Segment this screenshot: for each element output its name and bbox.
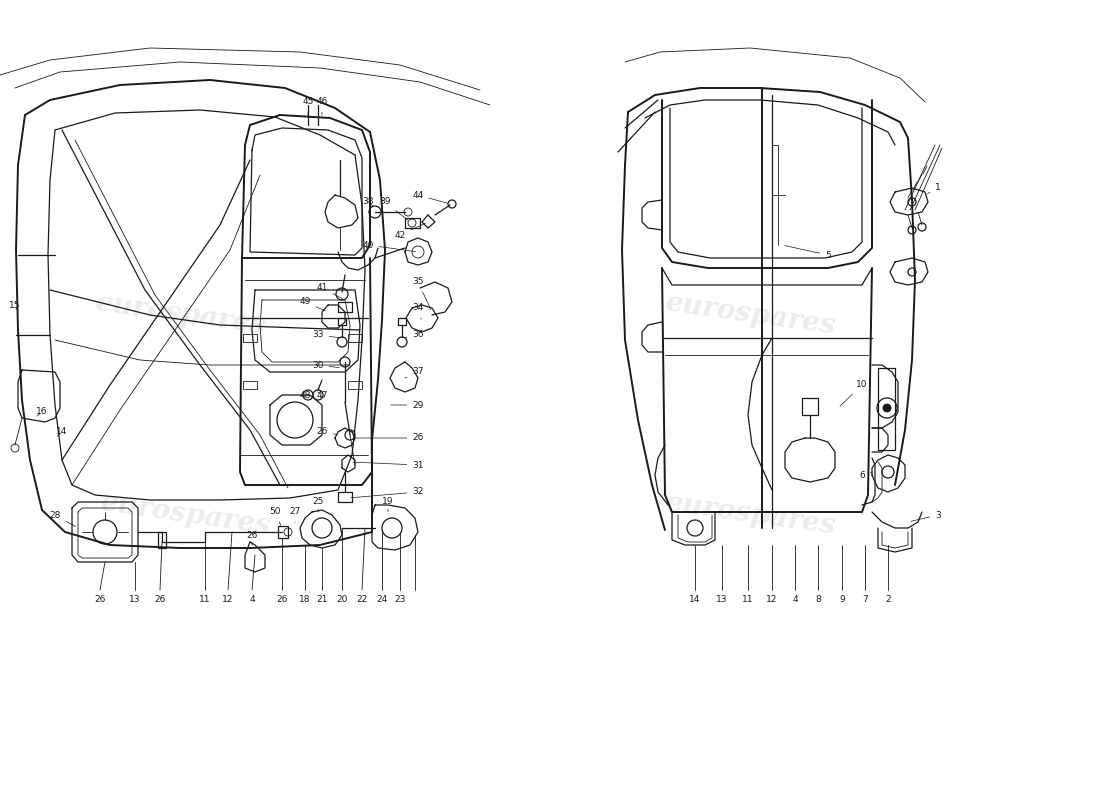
Text: 16: 16 — [36, 407, 47, 417]
Text: 44: 44 — [412, 190, 448, 203]
Text: 2: 2 — [886, 595, 891, 605]
Text: 33: 33 — [312, 330, 339, 339]
Text: eurospares: eurospares — [663, 490, 837, 540]
Text: 31: 31 — [353, 461, 424, 470]
Text: 45: 45 — [302, 98, 313, 115]
Text: 13: 13 — [716, 595, 728, 605]
Text: 35: 35 — [412, 278, 431, 310]
Text: 10: 10 — [840, 381, 868, 406]
Text: 27: 27 — [289, 507, 300, 522]
Text: 7: 7 — [862, 595, 868, 605]
Text: 18: 18 — [299, 595, 310, 605]
Text: 38: 38 — [362, 198, 374, 206]
Text: 4: 4 — [792, 595, 798, 605]
Text: 28: 28 — [50, 510, 76, 526]
Text: 12: 12 — [222, 595, 233, 605]
Text: 26: 26 — [154, 595, 166, 605]
Text: 26: 26 — [317, 427, 338, 437]
Text: 36: 36 — [405, 330, 424, 339]
Text: 12: 12 — [767, 595, 778, 605]
Text: 6: 6 — [859, 470, 872, 479]
Text: 15: 15 — [9, 301, 21, 310]
Text: 11: 11 — [199, 595, 211, 605]
Text: 20: 20 — [337, 595, 348, 605]
Text: 11: 11 — [742, 595, 754, 605]
Circle shape — [883, 404, 891, 412]
Text: eurospares: eurospares — [663, 290, 837, 340]
Text: 22: 22 — [356, 595, 367, 605]
Text: 29: 29 — [390, 401, 424, 410]
Text: 14: 14 — [56, 427, 68, 437]
Text: eurospares: eurospares — [94, 290, 267, 340]
Bar — [348, 381, 362, 389]
Text: 39: 39 — [379, 198, 408, 220]
Text: 1: 1 — [927, 183, 940, 194]
Text: 50: 50 — [270, 507, 280, 526]
Text: 49: 49 — [299, 298, 326, 311]
Text: 23: 23 — [394, 595, 406, 605]
Text: 4: 4 — [250, 595, 255, 605]
Text: 40: 40 — [362, 241, 415, 252]
Bar — [278, 526, 288, 538]
Text: 8: 8 — [815, 595, 821, 605]
Text: 37: 37 — [405, 367, 424, 378]
Text: 3: 3 — [911, 510, 940, 522]
Text: 30: 30 — [312, 361, 339, 370]
Text: 26: 26 — [246, 530, 257, 545]
Text: 47: 47 — [317, 390, 328, 399]
Bar — [243, 334, 257, 342]
Text: 19: 19 — [383, 498, 394, 512]
Text: 24: 24 — [376, 595, 387, 605]
Text: 26: 26 — [355, 434, 424, 442]
Text: eurospares: eurospares — [98, 490, 272, 540]
Text: 46: 46 — [317, 98, 328, 115]
Text: 26: 26 — [95, 595, 106, 605]
Text: 42: 42 — [395, 223, 426, 239]
Text: 25: 25 — [312, 498, 323, 512]
Bar — [348, 334, 362, 342]
Text: 26: 26 — [276, 595, 288, 605]
Text: 41: 41 — [317, 283, 342, 298]
Bar — [158, 532, 166, 548]
Text: 14: 14 — [690, 595, 701, 605]
Text: 13: 13 — [130, 595, 141, 605]
Text: 9: 9 — [839, 595, 845, 605]
Text: 34: 34 — [412, 303, 424, 319]
Bar — [243, 381, 257, 389]
Text: 32: 32 — [351, 487, 424, 498]
Text: 5: 5 — [784, 246, 830, 259]
Text: 21: 21 — [317, 595, 328, 605]
Text: 48: 48 — [299, 390, 310, 399]
